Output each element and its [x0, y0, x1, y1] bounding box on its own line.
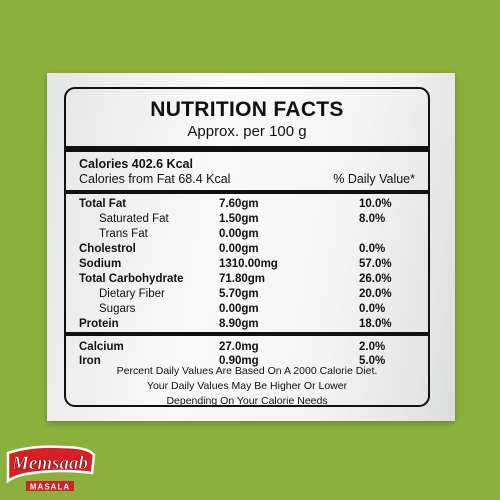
nutrient-name: Saturated Fat: [99, 213, 169, 225]
nutrient-percent: 8.0%: [359, 213, 386, 225]
panel-title: NUTRITION FACTS: [150, 98, 344, 121]
nutrient-percent: 20.0%: [359, 288, 392, 300]
divider-minerals: [66, 332, 428, 336]
nutrient-row: Dietary Fiber 5.70gm 20.0%: [79, 287, 416, 301]
nutrient-name: Total Fat: [79, 198, 127, 210]
nutrient-percent: 0.0%: [359, 243, 386, 255]
nutrient-percent: 57.0%: [359, 258, 392, 270]
nutrient-amount: 1.50gm: [219, 213, 259, 225]
footnote-line: Percent Daily Values Are Based On A 2000…: [116, 365, 378, 377]
nutrient-amount: 1310.00mg: [219, 258, 278, 270]
nutrient-amount: 0.00gm: [219, 243, 259, 255]
nutrition-facts-panel: NUTRITION FACTS Approx. per 100 g Calori…: [64, 87, 430, 407]
divider-mid: [66, 190, 428, 194]
nutrient-amount: 27.0mg: [219, 341, 259, 353]
nutrient-row: Protein 8.90gm 18.0%: [79, 317, 416, 331]
nutrient-name: Total Carbohydrate: [79, 273, 184, 285]
nutrient-amount: 71.80gm: [219, 273, 266, 285]
nutrient-name: Iron: [79, 355, 101, 367]
nutrient-name: Protein: [79, 318, 119, 330]
nutrient-row: Saturated Fat 1.50gm 8.0%: [79, 212, 416, 226]
nutrient-name: Trans Fat: [99, 228, 148, 240]
nutrient-row: Total Fat 7.60gm 10.0%: [79, 197, 416, 211]
logo-subtext: MASALA: [30, 483, 70, 492]
nutrient-name: Sugars: [99, 303, 136, 315]
nutrient-amount: 7.60gm: [219, 198, 259, 210]
nutrient-name: Calcium: [79, 341, 124, 353]
divider-thick: [66, 146, 428, 152]
calories-row: Calories 402.6 Kcal: [79, 157, 415, 171]
nutrient-amount: 8.90gm: [219, 318, 259, 330]
nutrient-row: Cholestrol 0.00gm 0.0%: [79, 242, 416, 256]
nutrient-row: Trans Fat 0.00gm: [79, 227, 416, 241]
nutrient-amount: 5.70gm: [219, 288, 259, 300]
serving-size: Approx. per 100 g: [187, 123, 307, 140]
nutrient-row: Calcium 27.0mg 2.0%: [79, 340, 416, 354]
calories-text: Calories 402.6 Kcal: [79, 157, 193, 171]
logo-text: Memsaab: [11, 453, 88, 474]
nutrient-name: Cholestrol: [79, 243, 136, 255]
label-frame: [47, 73, 455, 421]
nutrient-percent: 26.0%: [359, 273, 392, 285]
nutrient-name: Dietary Fiber: [99, 288, 165, 300]
nutrient-percent: 2.0%: [359, 341, 386, 353]
nutrient-row: Sugars 0.00gm 0.0%: [79, 302, 416, 316]
nutrient-amount: 0.00gm: [219, 228, 259, 240]
nutrient-percent: 18.0%: [359, 318, 392, 330]
calories-fat-text: Calories from Fat 68.4 Kcal: [79, 172, 231, 186]
nutrient-row: Sodium 1310.00mg 57.0%: [79, 257, 416, 271]
calories-fat-row: Calories from Fat 68.4 Kcal % Daily Valu…: [79, 172, 415, 186]
nutrient-name: Sodium: [79, 258, 122, 270]
brand-logo: Memsaab MASALA: [2, 443, 98, 495]
nutrient-amount: 0.90mg: [219, 355, 259, 367]
nutrient-percent: 10.0%: [359, 198, 392, 210]
nutrient-percent: 5.0%: [359, 355, 386, 367]
footnote-line: Your Daily Values May Be Higher Or Lower: [146, 380, 348, 392]
footnote-line: Depending On Your Calorie Needs: [166, 395, 328, 407]
nutrient-percent: 0.0%: [359, 303, 386, 315]
nutrient-row: Total Carbohydrate 71.80gm 26.0%: [79, 272, 416, 286]
nutrient-amount: 0.00gm: [219, 303, 259, 315]
daily-value-header: % Daily Value*: [333, 172, 415, 186]
nutrient-row: Iron 0.90mg 5.0%: [79, 354, 416, 368]
